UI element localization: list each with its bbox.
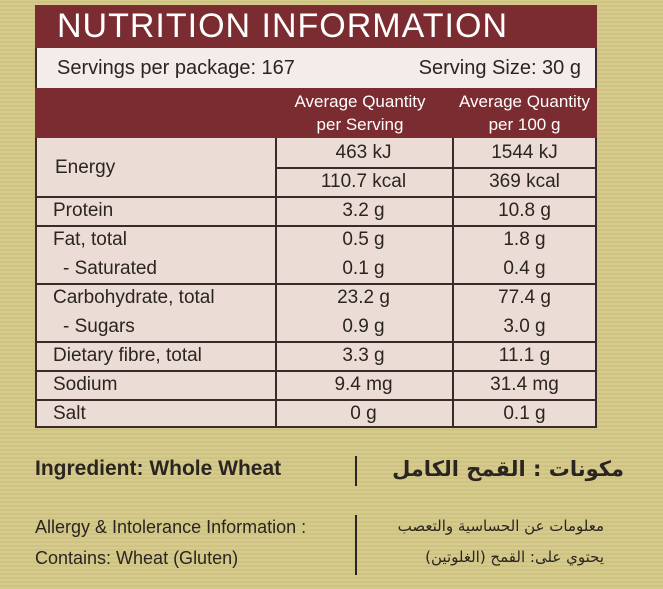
nutrient-value: 110.7 kcal xyxy=(320,171,407,192)
nutrient-value: 1.8 g xyxy=(503,229,546,250)
ingredients: Ingredient: Whole Wheat xyxy=(35,457,282,480)
nutrient-value: 0.1 g xyxy=(503,403,546,424)
nutrient-value: 3.3 g xyxy=(342,345,385,366)
row-rule xyxy=(35,225,597,227)
column-title: Average Quantity per 100 g xyxy=(458,92,591,134)
nutrient-label: - Saturated xyxy=(63,258,157,279)
nutrient-label: Carbohydrate, total xyxy=(53,287,215,308)
allergy-contains: Contains: Wheat (Gluten) xyxy=(35,548,239,568)
nutrient-value: 10.8 g xyxy=(498,200,551,221)
serving-size: Serving Size: 30 g xyxy=(418,57,581,79)
row-rule xyxy=(275,167,597,169)
nutrient-value: 23.2 g xyxy=(337,287,390,308)
nutrient-value: 77.4 g xyxy=(498,287,551,308)
nutrient-value: 369 kcal xyxy=(489,171,560,192)
nutrient-value: 1544 kJ xyxy=(491,142,558,163)
nutrient-value: 3.2 g xyxy=(342,200,385,221)
nutrient-label: - Sugars xyxy=(63,316,135,337)
nutrient-label: Energy xyxy=(55,156,116,178)
nutrient-label: Fat, total xyxy=(53,229,127,250)
separator xyxy=(355,456,357,486)
row-rule xyxy=(35,196,597,198)
row-rule xyxy=(35,341,597,343)
nutrient-value: 0.1 g xyxy=(342,258,385,279)
nutrient-value: 31.4 mg xyxy=(490,374,559,395)
column-header: Average Quantity per Serving Average Qua… xyxy=(35,88,597,138)
nutrient-value: 0.5 g xyxy=(342,229,385,250)
allergy-arabic: يحتوي على: القمح (الغلوتين) xyxy=(425,548,604,566)
nutrient-value: 0.4 g xyxy=(503,258,546,279)
nutrient-value: 11.1 g xyxy=(498,345,551,366)
nutrient-value: 0 g xyxy=(350,403,377,424)
row-rule xyxy=(35,370,597,372)
ingredients-arabic: مكونات : القمح الكامل xyxy=(392,457,624,481)
allergy-title: Allergy & Intolerance Information : xyxy=(35,517,307,537)
nutrient-label: Protein xyxy=(53,200,114,221)
separator xyxy=(355,515,357,575)
nutrient-label: Salt xyxy=(53,403,86,424)
nutrient-value: 0.9 g xyxy=(342,316,385,337)
nutrient-label: Dietary fibre, total xyxy=(53,345,202,366)
nutrient-label: Sodium xyxy=(53,374,118,395)
nutrient-value: 463 kJ xyxy=(335,142,392,163)
allergy-arabic: معلومات عن الحساسية والتعصب xyxy=(397,517,604,535)
nutrient-value: 3.0 g xyxy=(503,316,546,337)
title: NUTRITION INFORMATION xyxy=(35,5,597,48)
servings-per-package: Servings per package: 167 xyxy=(57,57,295,79)
row-rule xyxy=(35,283,597,285)
column-title: Average Quantity per Serving xyxy=(294,92,426,134)
nutrient-value: 9.4 mg xyxy=(334,374,393,395)
row-rule xyxy=(35,399,597,401)
servings-row: Servings per package: 167 Serving Size: … xyxy=(37,48,595,88)
